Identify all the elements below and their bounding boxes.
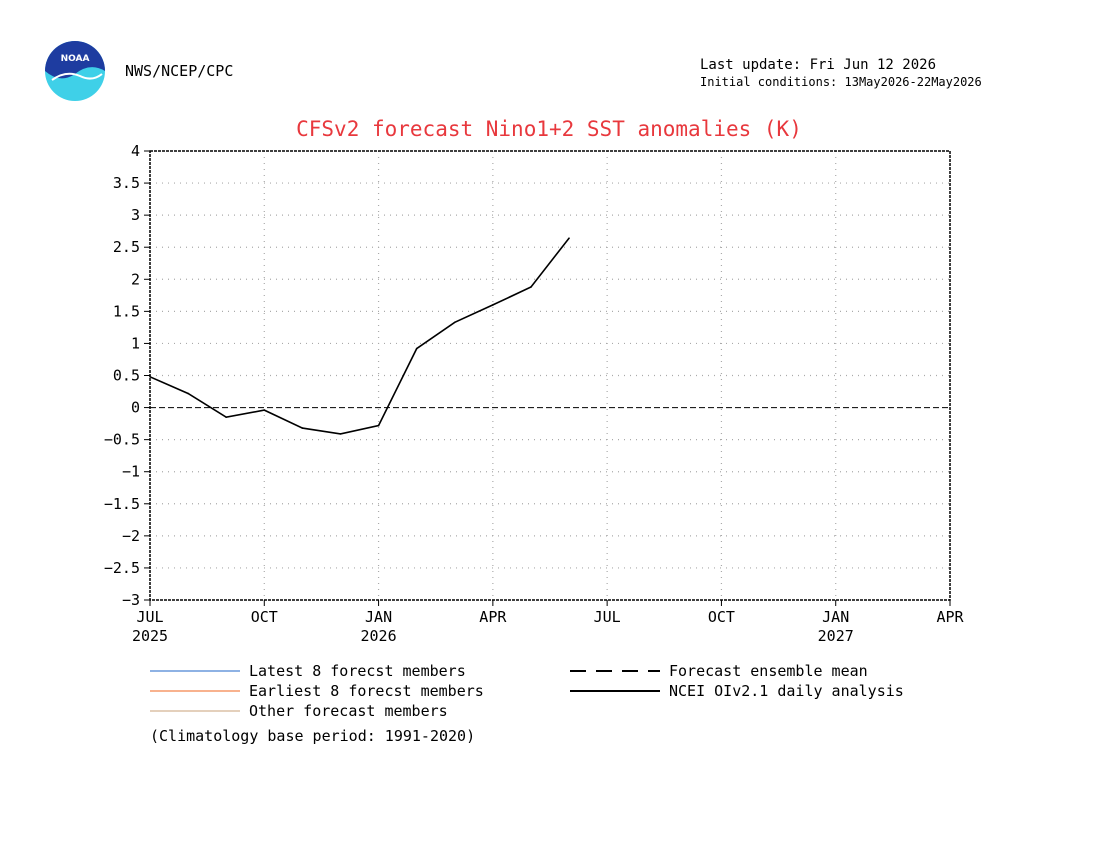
agency-label: NWS/NCEP/CPC <box>125 62 234 80</box>
ytick-label: 3 <box>131 206 140 224</box>
legend-label: Earliest 8 forecst members <box>249 682 484 700</box>
ytick-label: −2.5 <box>104 559 140 577</box>
xtick-label: OCT <box>251 608 278 626</box>
plot-frame <box>149 150 951 601</box>
legend-label: NCEI OIv2.1 daily analysis <box>669 682 904 700</box>
data-point <box>568 237 570 240</box>
xtick-label: JAN <box>365 608 392 626</box>
last-update: Last update: Fri Jun 12 2026 <box>700 57 937 73</box>
series <box>149 237 570 435</box>
chart-title: CFSv2 forecast Nino1+2 SST anomalies (K) <box>296 117 802 141</box>
data-point <box>225 416 227 418</box>
data-point <box>301 427 304 429</box>
legend-label: Forecast ensemble mean <box>669 662 868 680</box>
ytick-label: 0 <box>131 399 140 417</box>
climatology-note: (Climatology base period: 1991-2020) <box>150 727 476 745</box>
data-point <box>263 409 266 411</box>
ytick-label: 1.5 <box>113 302 140 320</box>
data-point <box>530 286 532 288</box>
noaa-logo-text: NOAA <box>61 54 90 64</box>
grid <box>150 151 950 600</box>
ytick-label: 2 <box>131 270 140 288</box>
noaa-logo: NOAA <box>44 40 106 102</box>
xtick-label: JUL <box>594 608 621 626</box>
xtick-label: APR <box>936 608 964 626</box>
data-point <box>492 304 494 306</box>
legend: Latest 8 forecst members Earliest 8 forec… <box>150 662 904 720</box>
ytick-label: 1 <box>131 334 140 352</box>
ytick-label: 2.5 <box>113 238 140 256</box>
ytick-label: −1 <box>122 463 140 481</box>
data-point <box>415 347 418 350</box>
xtick-label: JUL <box>136 608 163 626</box>
ytick-label: −2 <box>122 527 140 545</box>
xtick-year-label: 2027 <box>818 627 854 645</box>
ytick-label: 3.5 <box>113 174 140 192</box>
data-point <box>187 392 189 395</box>
series-line-analysis <box>149 237 570 435</box>
legend-label: Latest 8 forecst members <box>249 662 466 680</box>
ytick-label: −3 <box>122 591 140 609</box>
ytick-label: 0.5 <box>113 367 140 385</box>
legend-label: Other forecast members <box>249 702 448 720</box>
noaa-logo-icon: NOAA <box>45 41 105 101</box>
xtick-label: APR <box>479 608 507 626</box>
ytick-label: 4 <box>131 142 140 160</box>
axes: 43.532.521.510.50−0.5−1−1.5−2−2.5−3JUL20… <box>104 142 965 645</box>
ytick-label: −1.5 <box>104 495 140 513</box>
xtick-year-label: 2026 <box>361 627 397 645</box>
data-point <box>377 424 380 427</box>
data-point <box>339 433 342 435</box>
ytick-label: −0.5 <box>104 431 140 449</box>
initial-conditions: Initial conditions: 13May2026-22May2026 <box>700 75 982 89</box>
data-point <box>453 321 456 324</box>
xtick-year-label: 2025 <box>132 627 168 645</box>
data-point <box>149 375 151 378</box>
xtick-label: JAN <box>822 608 849 626</box>
xtick-label: OCT <box>708 608 735 626</box>
